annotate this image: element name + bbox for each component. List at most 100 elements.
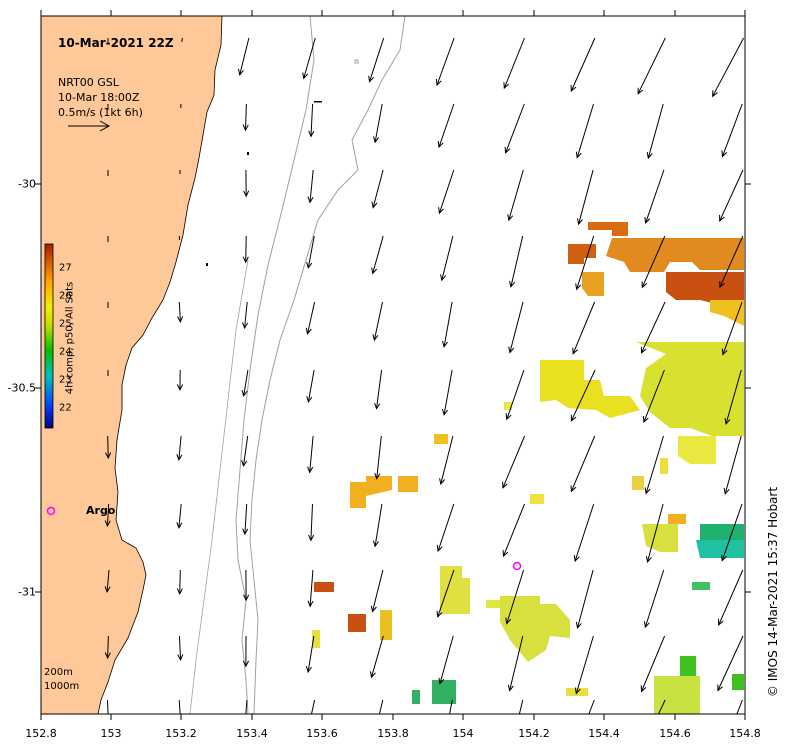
current-arrow: [105, 435, 112, 460]
sst-patch: [692, 582, 710, 590]
current-time: 10-Mar 18:00Z: [58, 91, 140, 104]
current-arrow: [308, 103, 315, 138]
sst-patch: [348, 614, 366, 632]
current-arrow: [570, 369, 596, 422]
current-arrow: [723, 435, 742, 495]
current-arrow: [719, 169, 744, 222]
current-arrow: [502, 503, 525, 558]
current-arrow: [503, 37, 525, 90]
current-arrow: [436, 503, 455, 553]
sst-patch: [606, 238, 744, 272]
x-tick-label: 154.4: [588, 727, 620, 740]
imos-credit: © IMOS 14-Mar-2021 15:37 Hobart: [766, 486, 780, 698]
current-arrow: [588, 699, 595, 714]
current-arrow: [502, 435, 526, 489]
sst-patch: [568, 244, 596, 264]
colorbar: [44, 243, 54, 429]
current-vectors: [104, 37, 745, 714]
current-arrow: [106, 699, 109, 714]
sst-patch: [398, 476, 418, 492]
current-arrow: [644, 569, 665, 629]
current-arrow: [176, 435, 183, 461]
current-arrow: [371, 169, 384, 209]
sst-patch: [380, 610, 392, 640]
current-arrow: [307, 435, 314, 474]
current-arrow: [575, 103, 594, 159]
contour-1000m: [249, 16, 406, 714]
current-arrow: [181, 37, 183, 43]
colorbar-tick-24: 24: [59, 346, 72, 358]
current-arrow: [245, 699, 248, 714]
current-arrow: [307, 569, 314, 608]
current-arrow: [243, 569, 250, 602]
sst-patch: [710, 300, 744, 326]
sst-patch: [660, 458, 668, 474]
current-arrow: [641, 235, 666, 289]
current-arrow: [658, 699, 666, 714]
current-arrow: [176, 369, 184, 392]
current-arrow: [717, 635, 744, 692]
current-arrow: [242, 635, 250, 668]
current-arrow: [435, 37, 455, 87]
sst-patch: [540, 360, 640, 418]
bathy-label-200m: 200m: [44, 667, 73, 678]
current-arrow: [242, 301, 249, 330]
current-arrow: [573, 503, 595, 563]
sst-patches: [312, 222, 744, 714]
current-arrow: [370, 569, 384, 613]
current-arrow: [719, 235, 744, 289]
current-arrow: [646, 103, 664, 160]
colorbar-tick-23: 23: [59, 374, 72, 386]
colorbar-label: 4h comp, p50, All Sats: [64, 281, 76, 395]
sst-patch: [530, 494, 544, 504]
current-arrow: [302, 37, 316, 80]
bathy-label-1000m: 1000m: [44, 681, 80, 692]
sst-patch: [632, 476, 644, 490]
sst-patch: [680, 656, 696, 676]
current-arrow: [736, 699, 743, 714]
current-arrow: [575, 569, 594, 630]
x-tick-label: 153.4: [236, 727, 268, 740]
current-arrow: [241, 435, 249, 468]
map-title: 10-Mar-2021 22Z: [58, 36, 174, 50]
current-arrow: [242, 103, 249, 132]
sst-patch: [440, 566, 470, 614]
argo-label: Argo: [86, 504, 116, 517]
current-arrow: [645, 503, 664, 563]
sst-patch: [432, 680, 456, 704]
x-tick-label: 153.2: [165, 727, 197, 740]
current-arrow: [310, 699, 316, 714]
x-tick-label: 153: [100, 727, 122, 740]
current-scale: 0.5m/s (1kt 6h): [58, 106, 143, 119]
contour-200m: [235, 16, 315, 714]
sst-patch: [732, 674, 744, 690]
colorbar-tick-22: 22: [59, 402, 72, 414]
argo-marker-1: [46, 506, 56, 516]
current-arrow: [241, 369, 249, 397]
sst-patch: [666, 272, 744, 304]
current-arrow: [374, 435, 382, 480]
sst-patch: [588, 222, 628, 236]
current-arrow: [721, 301, 743, 356]
current-arrow: [504, 103, 525, 154]
colorbar-tick-27: 27: [59, 262, 72, 274]
current-arrow: [177, 635, 184, 662]
current-arrow: [370, 635, 384, 679]
current-arrow: [509, 235, 524, 288]
sst-patch: [636, 342, 744, 436]
current-arrow: [373, 103, 383, 144]
axis-ticks: [35, 10, 751, 720]
sst-patch: [434, 434, 448, 444]
sst-patch: [642, 524, 678, 552]
current-arrow: [439, 435, 454, 486]
current-arrow: [243, 169, 250, 198]
current-arrow: [507, 635, 524, 692]
y-tick-label: -30.5: [7, 381, 36, 395]
current-arrow: [374, 369, 383, 410]
current-arrow: [572, 301, 596, 355]
scale-arrow: [68, 120, 111, 132]
colorbar-tick-26: 26: [59, 290, 72, 302]
argo-markers: [46, 506, 522, 571]
current-arrow: [372, 301, 383, 342]
current-arrow: [307, 169, 314, 204]
